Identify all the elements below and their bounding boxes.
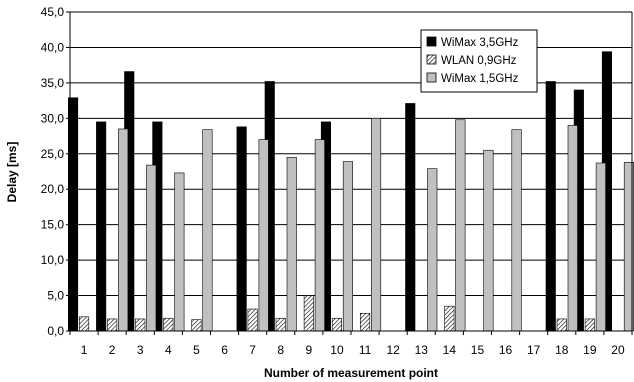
bar xyxy=(146,164,157,332)
bar xyxy=(455,119,466,332)
y-tick-label: 0,0 xyxy=(47,324,64,338)
bar xyxy=(258,139,269,332)
x-tick-label: 1 xyxy=(81,343,88,357)
bar xyxy=(314,139,325,332)
bars xyxy=(68,51,634,332)
bar xyxy=(96,121,107,332)
x-tick-label: 8 xyxy=(277,343,284,357)
x-tick-label: 3 xyxy=(137,343,144,357)
x-tick-label: 4 xyxy=(165,343,172,357)
bar xyxy=(556,318,567,332)
x-tick-label: 11 xyxy=(359,343,372,357)
x-tick-label: 6 xyxy=(221,343,228,357)
y-axis-title: Delay [ms] xyxy=(5,142,19,203)
x-tick-label: 12 xyxy=(386,343,400,357)
bar xyxy=(275,317,286,332)
bar xyxy=(444,305,455,332)
y-tick-label: 10,0 xyxy=(41,253,65,267)
legend-swatch xyxy=(426,36,437,47)
bar xyxy=(331,317,343,332)
x-tick-label: 10 xyxy=(330,343,344,357)
bar xyxy=(79,316,90,332)
x-tick-label: 18 xyxy=(555,343,569,357)
x-tick-labels: 1 2 3 4 5 6 7 8 9 10 11 12 13 14 15 16 17 18 19 20 xyxy=(81,343,625,357)
bar xyxy=(135,318,146,332)
x-tick-label: 2 xyxy=(109,343,116,357)
y-tick-label: 15,0 xyxy=(41,218,65,232)
y-tick-label: 25,0 xyxy=(41,147,65,161)
bar xyxy=(191,319,202,332)
bar xyxy=(202,129,213,332)
legend-label: WiMax 3,5GHz xyxy=(441,37,519,49)
bar xyxy=(584,318,595,332)
bar xyxy=(342,161,354,332)
legend: WiMax 3,5GHz WLAN 0,9GHz WiMax 1,5GHz xyxy=(420,29,538,93)
x-tick-label: 16 xyxy=(499,343,513,357)
x-axis-title: Number of measurement point xyxy=(264,366,438,380)
x-tick-label: 7 xyxy=(249,343,256,357)
legend-swatch xyxy=(426,54,437,65)
bar xyxy=(107,318,118,332)
bar xyxy=(427,168,438,332)
y-tick-label: 20,0 xyxy=(41,182,65,196)
bar xyxy=(545,81,556,332)
bar xyxy=(174,172,185,332)
y-tick-label: 30,0 xyxy=(41,111,65,125)
x-tick-label: 9 xyxy=(306,343,313,357)
x-tick-label: 14 xyxy=(443,343,457,357)
axes xyxy=(66,11,633,335)
legend-label: WLAN 0,9GHz xyxy=(441,55,517,67)
bar xyxy=(236,126,247,332)
x-tick-label: 17 xyxy=(527,343,541,357)
y-tick-labels: 0,0 5,0 10,0 15,0 20,0 25,0 30,0 35,0 40,0 45,0 xyxy=(41,5,65,338)
x-tick-label: 5 xyxy=(193,343,200,357)
y-tick-label: 40,0 xyxy=(41,40,65,54)
legend-swatch xyxy=(426,72,437,83)
bar xyxy=(405,103,416,332)
bar xyxy=(511,129,522,332)
bar xyxy=(595,162,606,332)
y-tick-label: 5,0 xyxy=(47,289,64,303)
bar xyxy=(286,157,297,332)
x-tick-label: 19 xyxy=(583,343,597,357)
x-tick-label: 15 xyxy=(471,343,485,357)
legend-label: WiMax 1,5GHz xyxy=(441,73,519,85)
bar xyxy=(359,312,371,332)
bar xyxy=(567,125,578,332)
legend-box xyxy=(420,29,538,93)
bar xyxy=(163,317,174,332)
y-tick-label: 35,0 xyxy=(41,76,65,90)
bar xyxy=(370,118,382,332)
x-tick-label: 20 xyxy=(611,343,625,357)
bar xyxy=(118,128,129,332)
y-tick-label: 45,0 xyxy=(41,5,65,19)
bar xyxy=(483,149,494,332)
x-tick-label: 13 xyxy=(415,343,429,357)
bar xyxy=(303,295,314,332)
bar xyxy=(247,308,258,332)
